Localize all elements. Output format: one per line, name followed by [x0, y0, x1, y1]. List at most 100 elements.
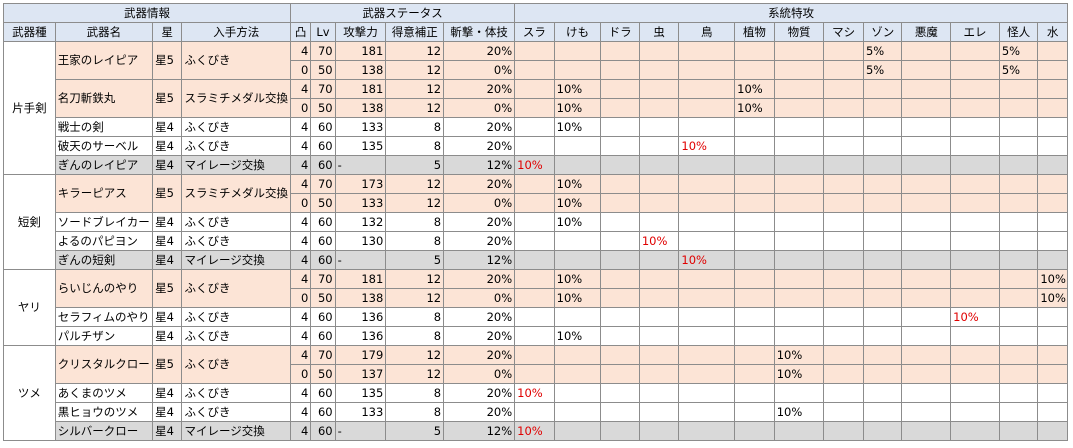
trait-cell-mashi: [823, 288, 864, 308]
trait-cell-sura: [514, 345, 555, 365]
trait-cell-ere: [950, 98, 1000, 118]
trait-cell-ere: [950, 193, 1000, 213]
trait-cell-shoku: [734, 231, 775, 251]
level-cell: 70: [310, 41, 336, 61]
slash-cell: 20%: [443, 307, 516, 327]
trait-cell-busshitsu: [773, 269, 825, 289]
trait-cell-mashi: [823, 155, 864, 175]
attack-cell: 133: [334, 402, 387, 422]
trait-cell-ere: [950, 383, 1000, 403]
trait-cell-tori: [678, 383, 736, 403]
acquire-method-cell: マイレージ交換: [181, 155, 291, 175]
column-header: 武器名: [54, 22, 154, 42]
limit-break-cell: 4: [289, 326, 312, 346]
trait-cell-busshitsu: [773, 136, 825, 156]
slash-cell: 20%: [443, 117, 516, 137]
trait-cell-sura: [514, 60, 555, 80]
affinity-cell: 8: [385, 326, 445, 346]
trait-cell-tori: [678, 364, 736, 384]
trait-cell-kaijin: [998, 98, 1039, 118]
star-cell: 星4: [152, 212, 183, 232]
trait-cell-kemo: 10%: [553, 288, 602, 308]
trait-cell-shoku: 10%: [734, 98, 775, 118]
trait-cell-sura: [514, 41, 555, 61]
affinity-cell: 8: [385, 307, 445, 327]
attack-cell: 136: [334, 326, 387, 346]
attack-cell: -: [334, 421, 387, 441]
level-cell: 50: [310, 364, 336, 384]
slash-cell: 20%: [443, 402, 516, 422]
trait-cell-sura: [514, 174, 555, 194]
column-header: 怪人: [998, 22, 1039, 42]
trait-cell-tori: [678, 41, 736, 61]
acquire-method-cell: ふくびき: [181, 41, 291, 80]
trait-cell-kemo: 10%: [553, 326, 602, 346]
trait-cell-shoku: [734, 117, 775, 137]
column-header: 得意補正: [385, 22, 445, 42]
trait-cell-zon: [862, 174, 903, 194]
trait-cell-mushi: [638, 421, 680, 441]
level-cell: 60: [310, 307, 336, 327]
trait-cell-akuma: [901, 117, 952, 137]
weapon-table: 武器情報 武器ステータス 系統特攻 武器種 武器名星入手方法凸 Lv 攻撃力 得意補正斬…: [3, 3, 1068, 441]
trait-cell-mushi: [638, 60, 680, 80]
trait-cell-mushi: [638, 326, 680, 346]
trait-cell-mizu: 10%: [1037, 288, 1068, 308]
column-header: 水: [1037, 22, 1068, 42]
limit-break-cell: 0: [289, 98, 312, 118]
trait-cell-tori: [678, 231, 736, 251]
limit-break-cell: 4: [289, 421, 312, 441]
table-row: 0 50 138 12 0% 10% 10%: [4, 288, 1068, 308]
trait-cell-kaijin: [998, 421, 1039, 441]
trait-cell-shoku: [734, 326, 775, 346]
trait-cell-dora: [600, 364, 640, 384]
trait-cell-kaijin: [998, 193, 1039, 213]
trait-cell-kaijin: [998, 117, 1039, 137]
trait-cell-busshitsu: [773, 98, 825, 118]
trait-cell-sura: 10%: [514, 421, 555, 441]
trait-cell-kaijin: [998, 174, 1039, 194]
trait-cell-sura: [514, 250, 555, 270]
affinity-cell: 5: [385, 421, 445, 441]
affinity-cell: 12: [385, 174, 445, 194]
trait-cell-busshitsu: [773, 41, 825, 61]
weapon-type-cell: ツメ: [3, 345, 56, 441]
column-header: 入手方法: [181, 22, 291, 42]
table-row: 片手剣 王家のレイピア 星5 ふくびき 4 70 181 12 20% 5% 5%: [3, 41, 1068, 175]
trait-cell-sura: 10%: [514, 383, 555, 403]
group-header-stats: 武器ステータス: [289, 3, 516, 23]
trait-cell-kaijin: [998, 288, 1039, 308]
column-header: 攻撃力: [334, 22, 387, 42]
star-cell: 星4: [152, 155, 183, 175]
trait-cell-ere: [950, 155, 1000, 175]
level-cell: 70: [310, 174, 336, 194]
trait-cell-busshitsu: [773, 231, 825, 251]
trait-cell-kemo: [553, 60, 602, 80]
attack-cell: 135: [334, 136, 387, 156]
trait-cell-mushi: [638, 117, 680, 137]
weapon-name-cell: ぎんの短剣: [54, 250, 154, 270]
trait-cell-mushi: [638, 345, 680, 365]
trait-cell-sura: 10%: [514, 155, 555, 175]
trait-cell-mizu: [1037, 79, 1068, 99]
trait-cell-kemo: [553, 136, 602, 156]
trait-cell-tori: [678, 402, 736, 422]
trait-cell-kemo: [553, 250, 602, 270]
trait-cell-mushi: [638, 364, 680, 384]
trait-cell-dora: [600, 136, 640, 156]
trait-cell-shoku: [734, 250, 775, 270]
trait-cell-kemo: 10%: [553, 117, 602, 137]
trait-cell-mizu: [1037, 41, 1068, 61]
affinity-cell: 8: [385, 231, 445, 251]
weapon-name-cell: 黒ヒョウのツメ: [54, 402, 154, 422]
trait-cell-akuma: [901, 60, 952, 80]
trait-cell-akuma: [901, 41, 952, 61]
slash-cell: 20%: [443, 269, 516, 289]
trait-cell-dora: [600, 307, 640, 327]
attack-cell: -: [334, 155, 387, 175]
trait-cell-kaijin: 5%: [998, 60, 1039, 80]
table-row: セラフィムのやり 星4 ふくびき 4 60 136 8 20% 10%: [4, 307, 1068, 327]
column-header: けも: [553, 22, 602, 42]
table-row: 0 50 138 12 0% 5% 5%: [4, 60, 1068, 80]
group-header-traits: 系統特攻: [514, 3, 1068, 23]
